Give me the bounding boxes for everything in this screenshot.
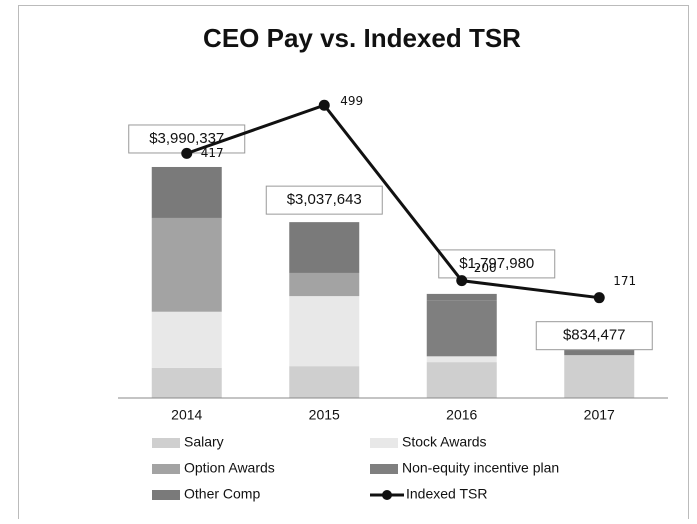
- total-label: $3,037,643: [287, 191, 362, 208]
- total-label-box: [535, 321, 653, 351]
- bar-segment: [289, 296, 360, 367]
- bar-segment: [289, 272, 360, 297]
- bar-segment: [151, 166, 222, 218]
- legend-swatch: [152, 464, 180, 474]
- tsr-label: 417: [201, 146, 224, 160]
- legend-dot: [382, 490, 392, 500]
- bar-segment: [426, 293, 497, 301]
- bar-segment: [151, 217, 222, 312]
- chart-title: CEO Pay vs. Indexed TSR: [203, 23, 521, 53]
- legend-swatch: [152, 490, 180, 500]
- legend-label: Other Comp: [184, 486, 260, 502]
- x-tick-label: 2016: [446, 407, 477, 423]
- tsr-point: [593, 292, 605, 304]
- total-label-box: [265, 185, 383, 215]
- legend-label: Non-equity incentive plan: [402, 460, 559, 476]
- bar-segment: [289, 222, 360, 273]
- tsr-line: [186, 103, 600, 300]
- legend-label: Option Awards: [184, 460, 275, 476]
- total-label-box: [438, 249, 556, 279]
- legend-swatch: [152, 438, 180, 448]
- bar-segment: [289, 366, 360, 398]
- legend-swatch: [370, 464, 398, 474]
- x-tick-label: 2014: [171, 407, 202, 423]
- legend-label: Indexed TSR: [406, 486, 487, 502]
- tsr-label: 171: [613, 274, 636, 288]
- total-label: $834,477: [563, 327, 626, 344]
- bar-segment: [564, 355, 635, 398]
- tsr-label: 499: [340, 94, 363, 108]
- total-label: $3,990,337: [149, 130, 224, 147]
- total-label: $1,797,980: [459, 255, 534, 272]
- bar-segment: [151, 311, 222, 368]
- bar-segment: [151, 367, 222, 398]
- legend-swatch: [370, 438, 398, 448]
- legend-label: Salary: [184, 434, 224, 450]
- tsr-point: [318, 99, 330, 111]
- bar-segment: [564, 349, 635, 356]
- bar-segment: [426, 300, 497, 357]
- legend-label: Stock Awards: [402, 434, 487, 450]
- tsr-label: 200: [474, 261, 497, 275]
- tsr-point: [456, 275, 468, 287]
- bar-segment: [426, 356, 497, 363]
- bar-segment: [426, 362, 497, 398]
- x-tick-label: 2017: [584, 407, 615, 423]
- tsr-point: [181, 147, 193, 159]
- x-tick-label: 2015: [309, 407, 340, 423]
